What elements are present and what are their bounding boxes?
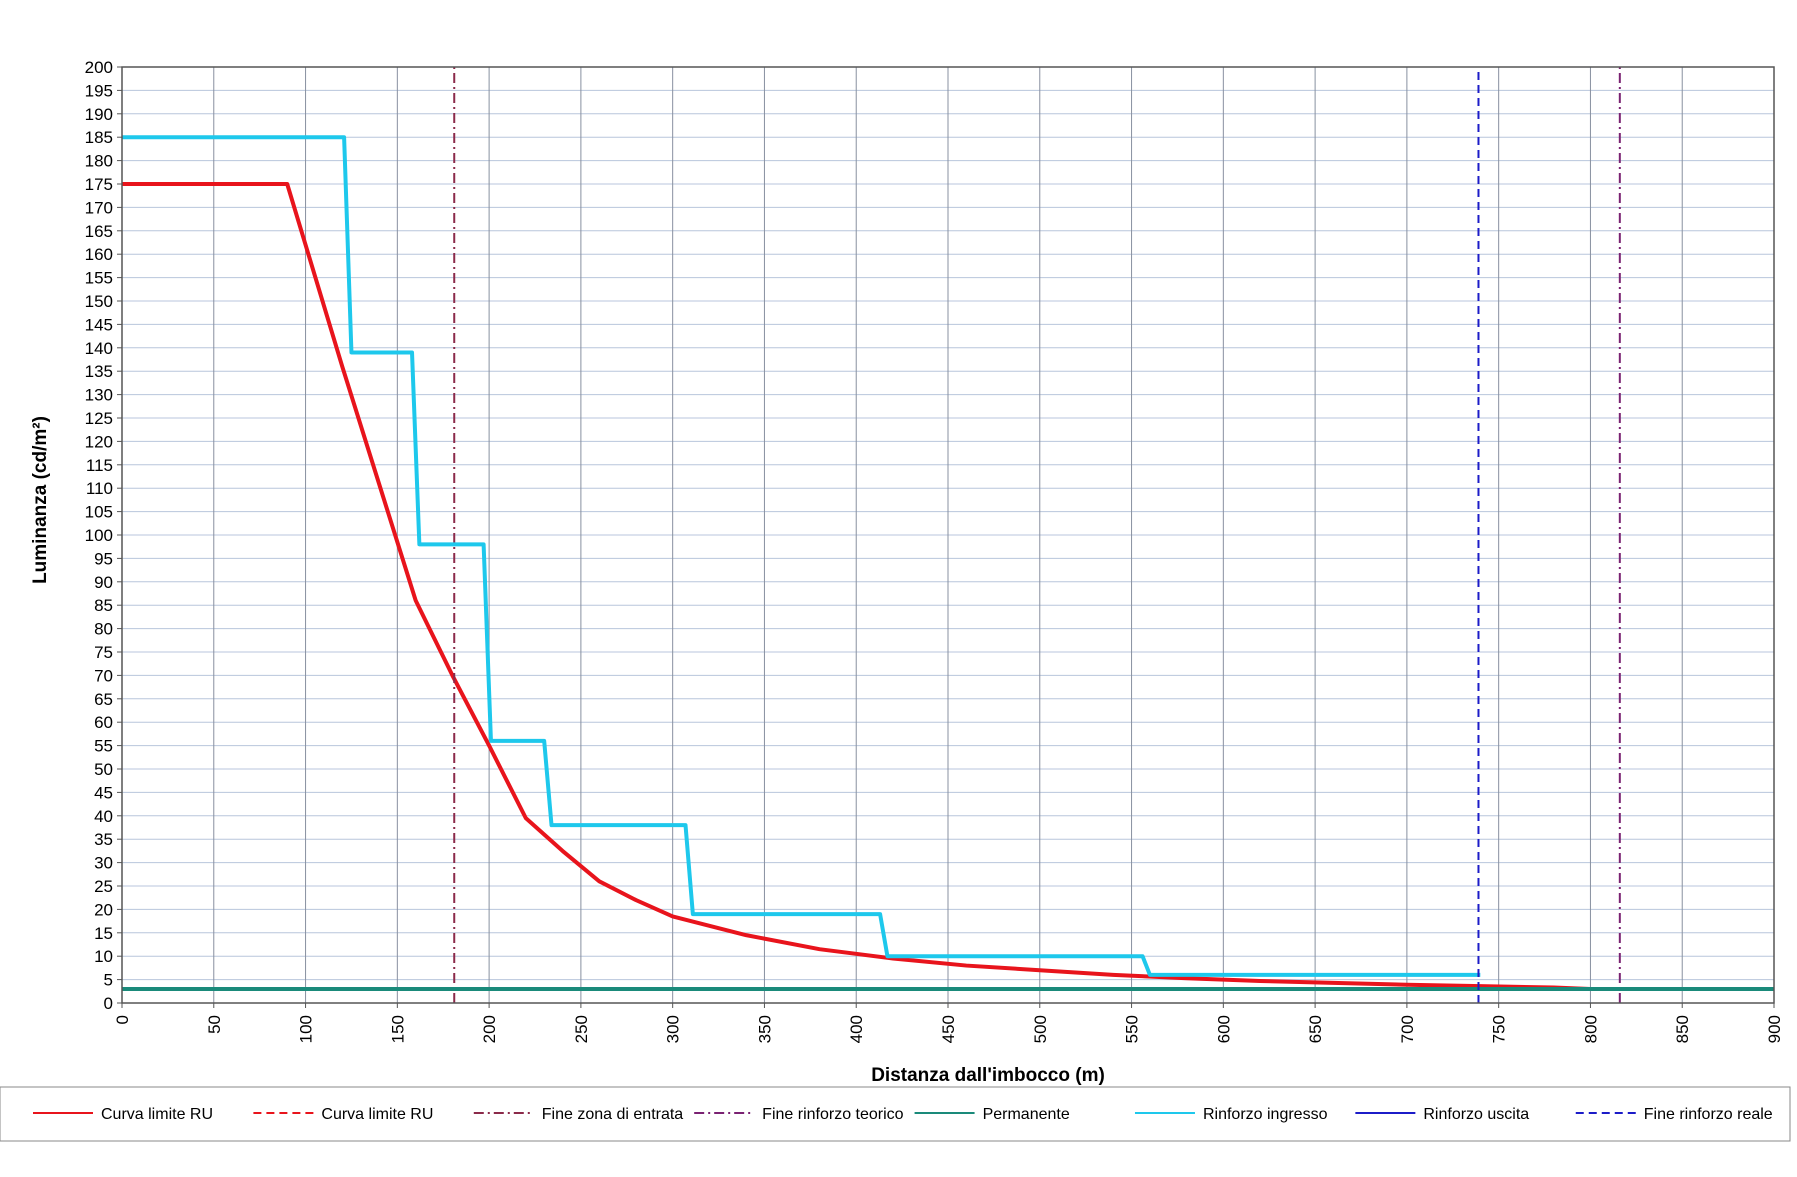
y-tick-label: 160 [85,245,113,264]
y-tick-label: 115 [86,456,113,475]
y-tick-label: 5 [104,971,113,990]
y-tick-label: 120 [85,432,113,451]
y-tick-label: 100 [85,526,113,545]
x-tick-label: 900 [1765,1015,1784,1043]
y-tick-label: 140 [85,339,113,358]
y-tick-label: 60 [94,713,113,732]
y-tick-label: 75 [94,643,113,662]
x-axis-title: Distanza dall'imbocco (m) [871,1065,1105,1086]
x-tick-label: 50 [205,1015,224,1034]
x-tick-label: 300 [664,1015,683,1043]
y-tick-label: 0 [104,994,113,1013]
series-line-rinforzo-ingresso [122,135,1481,977]
legend-frame [0,1086,1791,1142]
legend: Curva limite RU Curva limite RU Fine zona … [0,1086,1791,1142]
series-line-curva-limite-ru [122,182,1774,991]
y-tick-label: 20 [94,900,113,919]
legend-label: Curva limite RU [321,1106,433,1123]
x-tick-label: 750 [1490,1015,1509,1043]
y-tick-label: 145 [85,315,113,334]
y-tick-label: 165 [85,222,113,241]
y-tick-label: 150 [85,292,113,311]
y-axis-title: Luminanza (cd/m²) [30,416,51,584]
y-tick-labels: 0 5 10 15 20 25 30 35 40 45 50 55 60 65 70 75 80 85 90 95 10… [85,58,113,1013]
y-tick-label: 25 [94,877,113,896]
y-tick-label: 130 [85,386,113,405]
x-tick-label: 800 [1581,1015,1600,1043]
y-tick-label: 80 [94,620,113,639]
legend-label: Fine rinforzo teorico [762,1106,903,1123]
y-tick-label: 155 [85,269,113,288]
x-tick-label: 500 [1031,1015,1050,1043]
x-tick-label: 600 [1214,1015,1233,1043]
y-tick-label: 175 [85,175,113,194]
y-tick-label: 180 [85,152,113,171]
x-tick-label: 850 [1673,1015,1692,1043]
legend-label: Permanente [983,1106,1070,1123]
legend-label: Rinforzo uscita [1423,1106,1529,1123]
y-tick-label: 35 [94,830,113,849]
x-tick-label: 200 [480,1015,499,1043]
x-tick-label: 700 [1398,1015,1417,1043]
y-tick-label: 185 [85,128,113,147]
y-tick-label: 110 [86,479,113,498]
y-tick-label: 55 [94,737,113,756]
x-tick-label: 450 [939,1015,958,1043]
y-tick-label: 195 [85,81,113,100]
x-tick-label: 650 [1306,1015,1325,1043]
y-tick-label: 50 [94,760,113,779]
y-tick-label: 90 [94,573,113,592]
x-tick-label: 150 [388,1015,407,1043]
legend-label: Curva limite RU [101,1106,213,1123]
y-tick-label: 10 [94,947,113,966]
x-tick-labels: 0 50 100 150 200 250 300 350 400 450 500 550 600 650 7… [113,1015,1784,1043]
y-tick-label: 125 [85,409,113,428]
y-tick-label: 40 [94,807,113,826]
grid [117,66,1775,1008]
x-tick-label: 0 [113,1015,132,1024]
x-tick-label: 400 [847,1015,866,1043]
legend-label: Fine rinforzo reale [1644,1106,1773,1123]
legend-label: Fine zona di entrata [542,1106,684,1123]
x-tick-label: 550 [1123,1015,1142,1043]
y-tick-label: 45 [94,783,113,802]
y-tick-label: 170 [85,198,113,217]
y-tick-label: 65 [94,690,113,709]
y-tick-label: 105 [85,503,113,522]
x-tick-label: 350 [755,1015,774,1043]
y-tick-label: 15 [94,924,113,943]
y-tick-label: 85 [94,596,113,615]
y-tick-label: 95 [94,549,113,568]
plot-frame [121,66,1775,1004]
legend-label: Rinforzo ingresso [1203,1106,1328,1123]
x-tick-label: 100 [297,1015,316,1043]
y-tick-label: 200 [85,58,113,77]
y-tick-label: 190 [85,105,113,124]
series-layer [122,67,1774,1003]
y-tick-label: 70 [94,666,113,685]
y-tick-label: 135 [85,362,113,381]
y-tick-label: 30 [94,854,113,873]
x-tick-label: 250 [572,1015,591,1043]
